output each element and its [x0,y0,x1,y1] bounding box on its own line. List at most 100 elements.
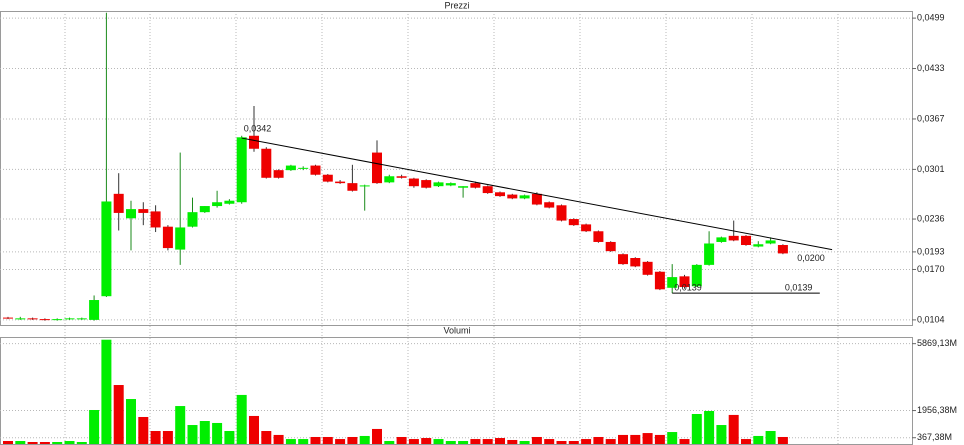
candle-body [544,202,555,208]
volume-bar [433,439,444,444]
trend-line [241,137,833,251]
candle-body [347,183,358,191]
candle-body [3,317,13,319]
candle-body [261,148,272,178]
candle-body [458,186,469,188]
candle-body [568,219,579,226]
annotation: 0,0139 [785,283,813,293]
candle-body [113,193,124,213]
candle-body [249,135,259,149]
volume-bar [335,439,346,444]
candle-body [618,254,628,265]
candle-body [273,170,284,178]
y-tick-label: 0,0301 [917,164,945,174]
price-frame [0,11,913,326]
candle-body [89,300,100,320]
volume-bar [372,428,382,444]
candle-body [605,241,616,252]
candle-body [433,182,444,187]
volume-bar [642,433,653,444]
candle-body [679,276,690,288]
volume-bar [89,409,100,444]
volume-bar [482,439,493,444]
candle-body [642,261,653,275]
candle-body [556,205,567,221]
volume-bar [507,439,518,444]
candle-body [372,152,382,184]
vertical-grid [64,11,839,444]
volume-bar [64,441,75,444]
volume-bar [618,434,628,444]
volume-bar [519,441,530,444]
volume-bar [138,416,149,444]
volume-bar [175,406,186,444]
y-tick-label: 0,0499 [917,12,945,22]
y-tick-label: 5869,13M [917,338,957,348]
volume-bar [630,434,641,444]
annotation: 0,0139 [674,283,702,293]
candle-body [519,195,530,199]
candle-body [445,183,456,186]
y-tick-label: 0,0236 [917,213,945,223]
candle-body [531,193,542,205]
volume-bar [384,441,395,444]
volume-bar [298,439,309,444]
volume-bar [408,439,419,444]
volume-bar [741,439,751,444]
volume-bar [199,421,210,444]
volume-bar [667,432,678,444]
volume-bar [150,431,161,444]
candle-body [421,180,432,188]
candle-body [482,186,493,194]
price-title: Prezzi [444,0,469,10]
volume-bar [273,434,284,444]
candle-body [495,192,505,197]
candle-body [359,185,370,187]
volume-bar [162,431,173,444]
candle-body [310,165,321,175]
volume-bar [52,441,63,444]
volume-bar [679,439,690,444]
candle-body [285,165,296,171]
candle-body [741,235,751,246]
candle-body [777,245,788,254]
candle-body [716,237,727,242]
candle-body [753,244,764,247]
candle-body [101,201,112,297]
y-tick-label: 0,0104 [917,314,945,324]
volume-bar [495,438,505,444]
candle-body [470,183,481,188]
volume-bar [113,385,124,444]
candle-body [396,176,407,178]
candle-body [593,231,604,242]
candle-body [667,277,678,288]
volume-bar [556,441,567,444]
candle-body [175,227,186,250]
annotation: 0,0342 [244,123,272,133]
volume-bar [322,436,333,444]
volume-bar [581,439,592,444]
candle-body [39,319,50,321]
volume-bar [396,436,407,444]
candle-body [150,211,161,228]
volume-bar [753,435,764,444]
volume-bar [531,436,542,444]
volume-bar [39,441,50,444]
volume-bar [544,439,555,444]
candle-body [408,178,419,187]
candle-body [27,318,38,320]
volume-bar [470,439,481,444]
volume-bar [765,431,776,444]
candle-body [199,206,210,213]
candle-body [126,209,136,219]
volume-bar [691,413,702,444]
volume-bar [421,438,432,444]
candle-body [704,243,715,265]
annotation: 0,0200 [797,253,825,263]
candle-body [507,194,518,199]
candle-body [630,258,641,267]
candle-body [15,318,26,320]
candle-body [187,212,198,227]
volume-bar [76,441,87,444]
